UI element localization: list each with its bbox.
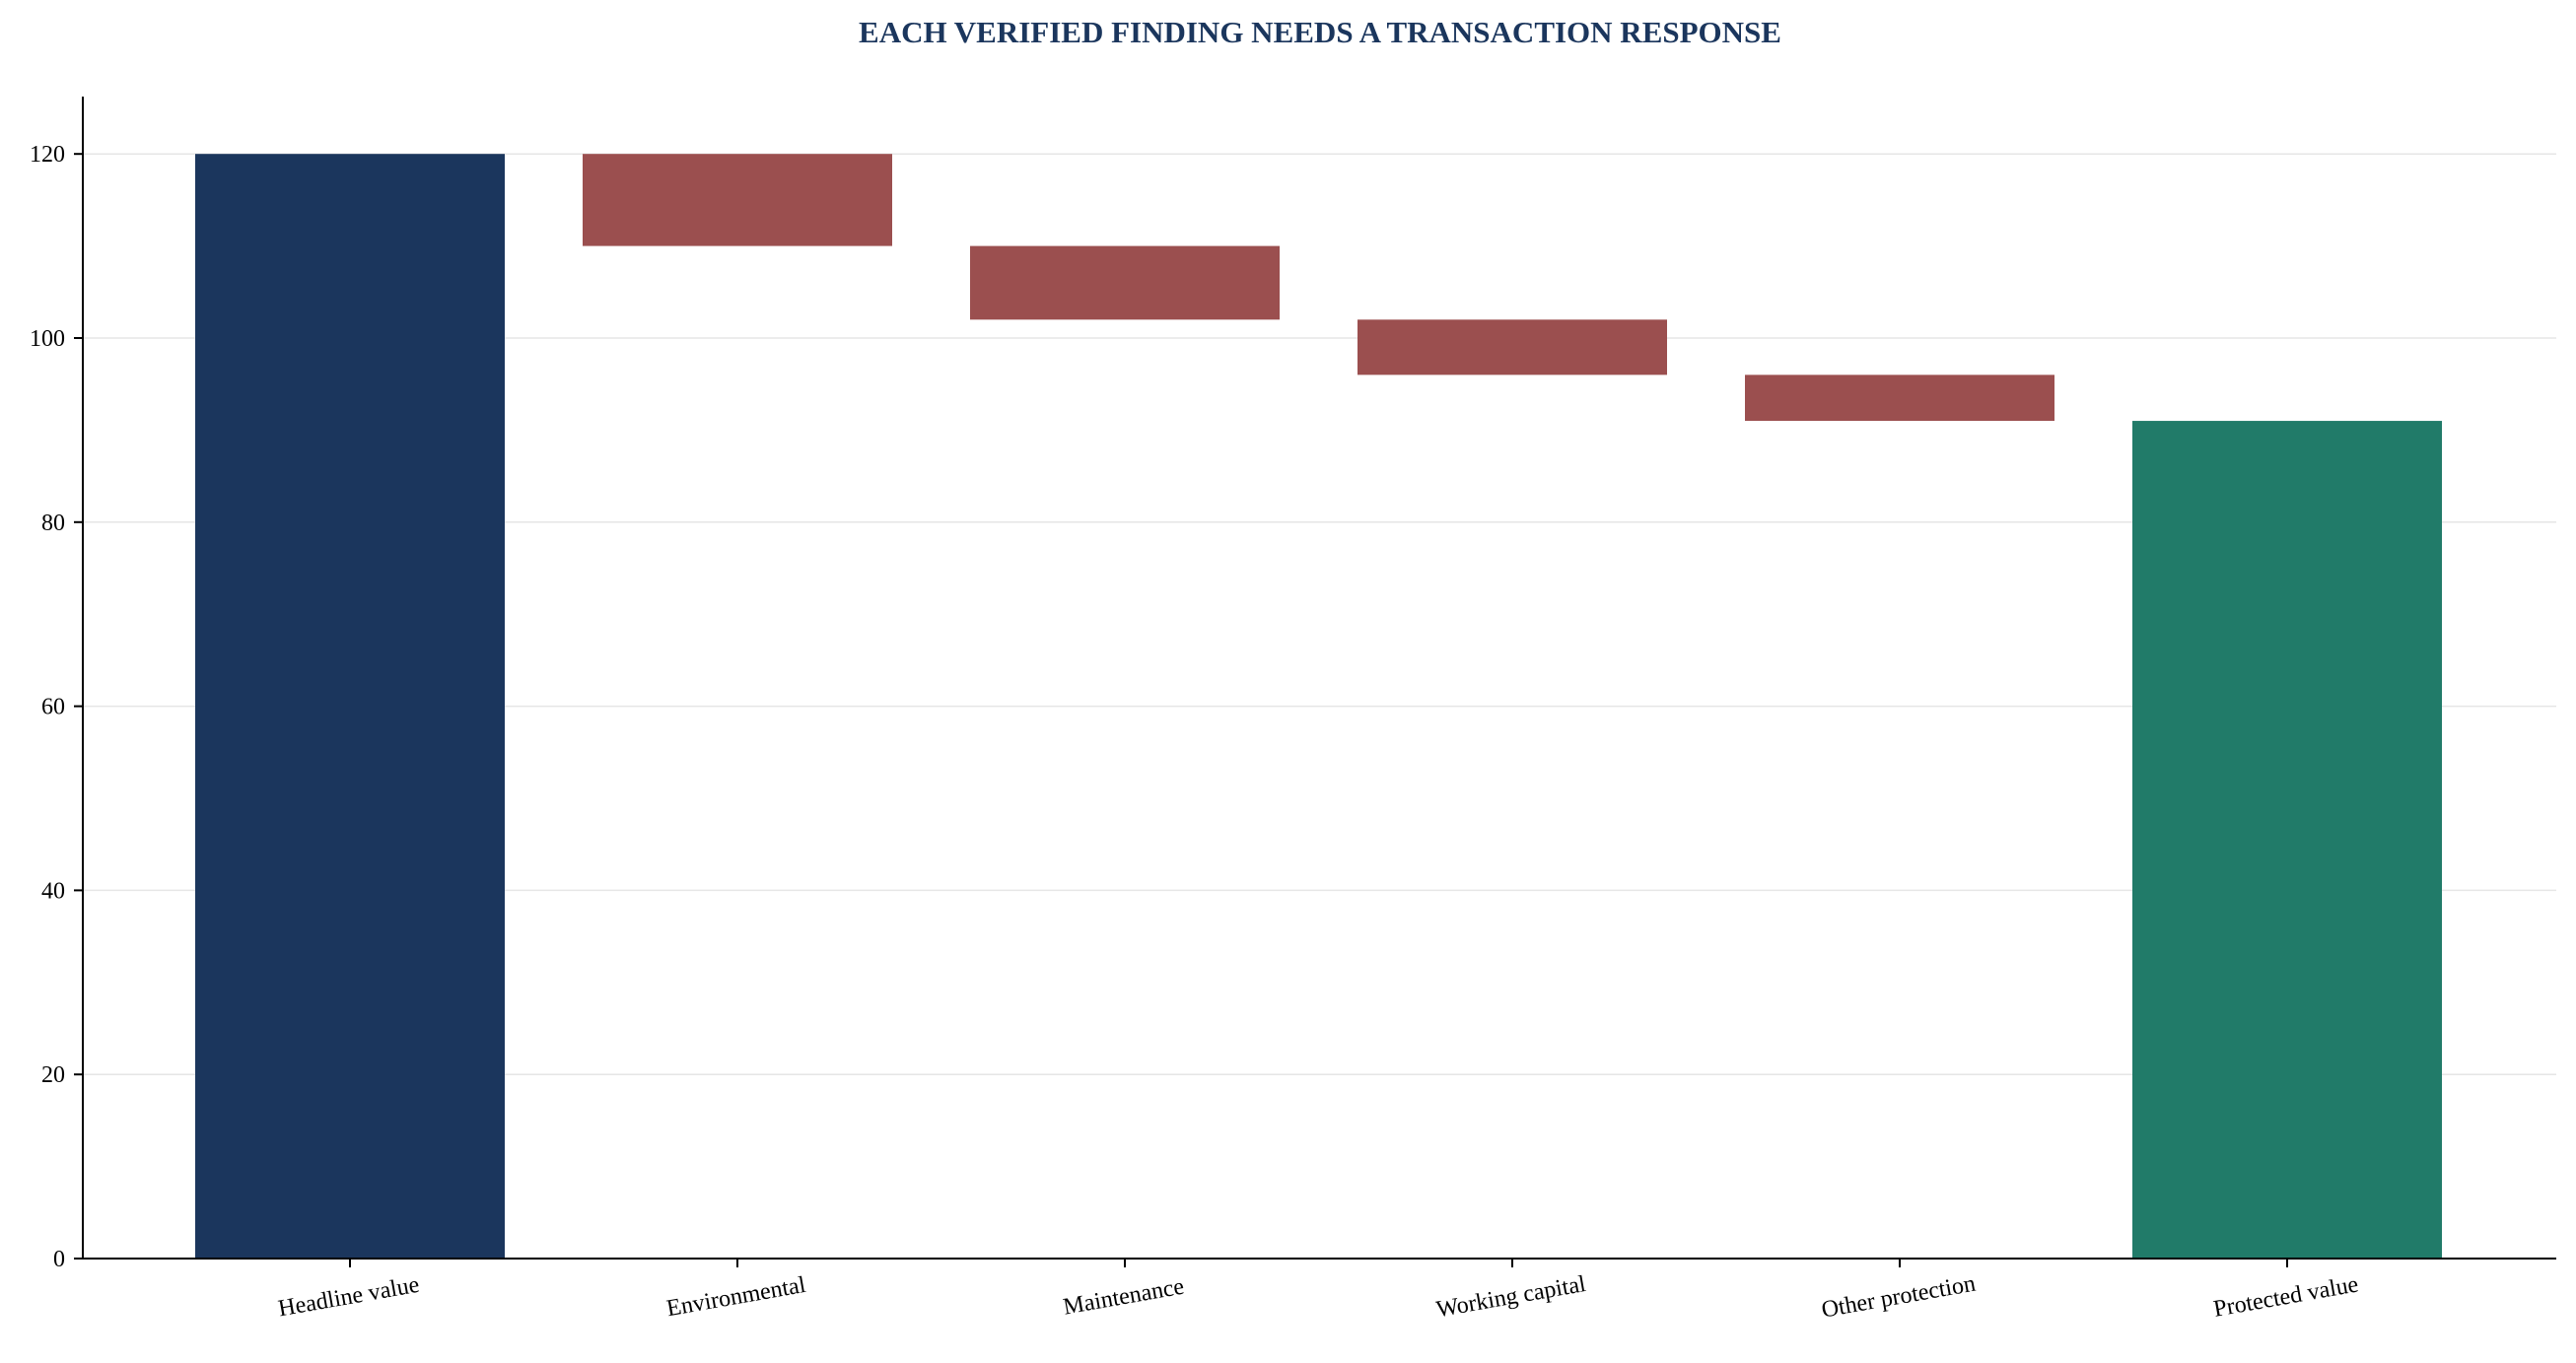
y-tick-label: 40 — [41, 878, 65, 904]
y-tick-label: 80 — [41, 511, 65, 536]
x-tick-label: Headline value — [276, 1272, 421, 1323]
bar-protected-value — [2132, 421, 2442, 1259]
chart-title: EACH VERIFIED FINDING NEEDS A TRANSACTIO… — [859, 15, 1781, 49]
bar-maintenance — [970, 245, 1280, 320]
y-tick-label: 100 — [30, 326, 65, 352]
bar-other-protection — [1745, 375, 2054, 422]
y-tick-label: 0 — [53, 1247, 65, 1272]
bars — [195, 154, 2442, 1260]
x-tick-label: Protected value — [2211, 1271, 2360, 1322]
axes — [82, 97, 2556, 1260]
bar-working-capital — [1358, 319, 1667, 375]
x-tick-label: Environmental — [664, 1272, 807, 1322]
y-tick-label: 60 — [41, 695, 65, 720]
y-tick-label: 120 — [30, 142, 65, 168]
x-tick-label: Maintenance — [1061, 1274, 1186, 1321]
y-ticks: 0 20 40 60 80 100 120 — [30, 142, 83, 1272]
x-ticks: Headline value Environmental Maintenance Wo… — [276, 1259, 2360, 1324]
x-tick-label: Working capital — [1434, 1271, 1588, 1323]
y-tick-label: 20 — [41, 1062, 65, 1088]
x-tick-label: Other protection — [1820, 1271, 1978, 1324]
bar-headline-value — [195, 154, 505, 1260]
bar-environmental — [583, 154, 892, 246]
